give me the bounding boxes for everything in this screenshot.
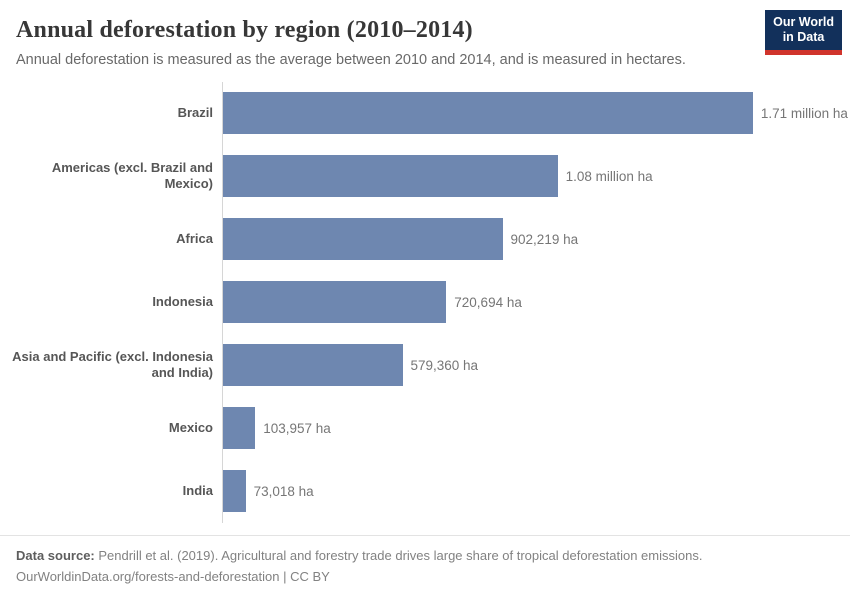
bar-chart: Brazil 1.71 million ha Americas (excl. B… bbox=[0, 81, 850, 523]
bar[interactable] bbox=[223, 407, 256, 450]
data-source-line: Data source: Pendrill et al. (2019). Agr… bbox=[16, 546, 834, 567]
owid-logo[interactable]: Our World in Data bbox=[765, 10, 842, 55]
category-label: Asia and Pacific (excl. Indonesia and In… bbox=[12, 348, 213, 381]
bar-track: 902,219 ha bbox=[222, 207, 850, 271]
license-line: OurWorldinData.org/forests-and-deforesta… bbox=[16, 569, 330, 585]
value-label: 1.71 million ha bbox=[760, 105, 848, 121]
value-label: 73,018 ha bbox=[253, 483, 314, 499]
bar-row: Mexico 103,957 ha bbox=[0, 396, 850, 460]
chart-footer: Data source: Pendrill et al. (2019). Agr… bbox=[0, 535, 850, 600]
bar[interactable] bbox=[223, 470, 246, 513]
bar-row: Asia and Pacific (excl. Indonesia and In… bbox=[0, 333, 850, 397]
value-label: 720,694 ha bbox=[454, 294, 522, 310]
bar[interactable] bbox=[223, 344, 403, 387]
bar-row: Indonesia 720,694 ha bbox=[0, 270, 850, 334]
bar-row: Americas (excl. Brazil and Mexico) 1.08 … bbox=[0, 144, 850, 208]
category-label: Brazil bbox=[177, 104, 213, 120]
data-source-text: Pendrill et al. (2019). Agricultural and… bbox=[94, 548, 703, 564]
owid-logo-line1: Our World bbox=[773, 15, 834, 29]
value-label: 902,219 ha bbox=[510, 231, 579, 247]
bar[interactable] bbox=[223, 218, 503, 261]
value-label: 103,957 ha bbox=[263, 420, 331, 436]
bar-row: Brazil 1.71 million ha bbox=[0, 81, 850, 145]
category-label: Mexico bbox=[168, 419, 213, 435]
bar-track: 1.71 million ha bbox=[222, 81, 850, 145]
category-label: Indonesia bbox=[152, 293, 213, 309]
bar-track: 73,018 ha bbox=[222, 459, 850, 523]
value-label: 1.08 million ha bbox=[565, 168, 653, 184]
chart-header: Annual deforestation by region (2010–201… bbox=[0, 0, 850, 68]
page-subtitle: Annual deforestation is measured as the … bbox=[16, 51, 686, 68]
value-label: 579,360 ha bbox=[410, 357, 479, 373]
page-title: Annual deforestation by region (2010–201… bbox=[16, 17, 473, 43]
bar-track: 720,694 ha bbox=[222, 270, 850, 334]
bar-row: Africa 902,219 ha bbox=[0, 207, 850, 271]
bar-track: 103,957 ha bbox=[222, 396, 850, 460]
bar[interactable] bbox=[223, 281, 447, 324]
category-label: Americas (excl. Brazil and Mexico) bbox=[51, 159, 213, 192]
bar-row: India 73,018 ha bbox=[0, 459, 850, 523]
category-label: India bbox=[182, 482, 213, 498]
bar-track: 579,360 ha bbox=[222, 333, 850, 397]
data-source-label: Data source: bbox=[16, 548, 95, 564]
category-label: Africa bbox=[176, 230, 213, 246]
bar[interactable] bbox=[223, 92, 753, 135]
bar[interactable] bbox=[223, 155, 558, 198]
bar-track: 1.08 million ha bbox=[222, 144, 850, 208]
owid-logo-line2: in Data bbox=[782, 30, 825, 45]
